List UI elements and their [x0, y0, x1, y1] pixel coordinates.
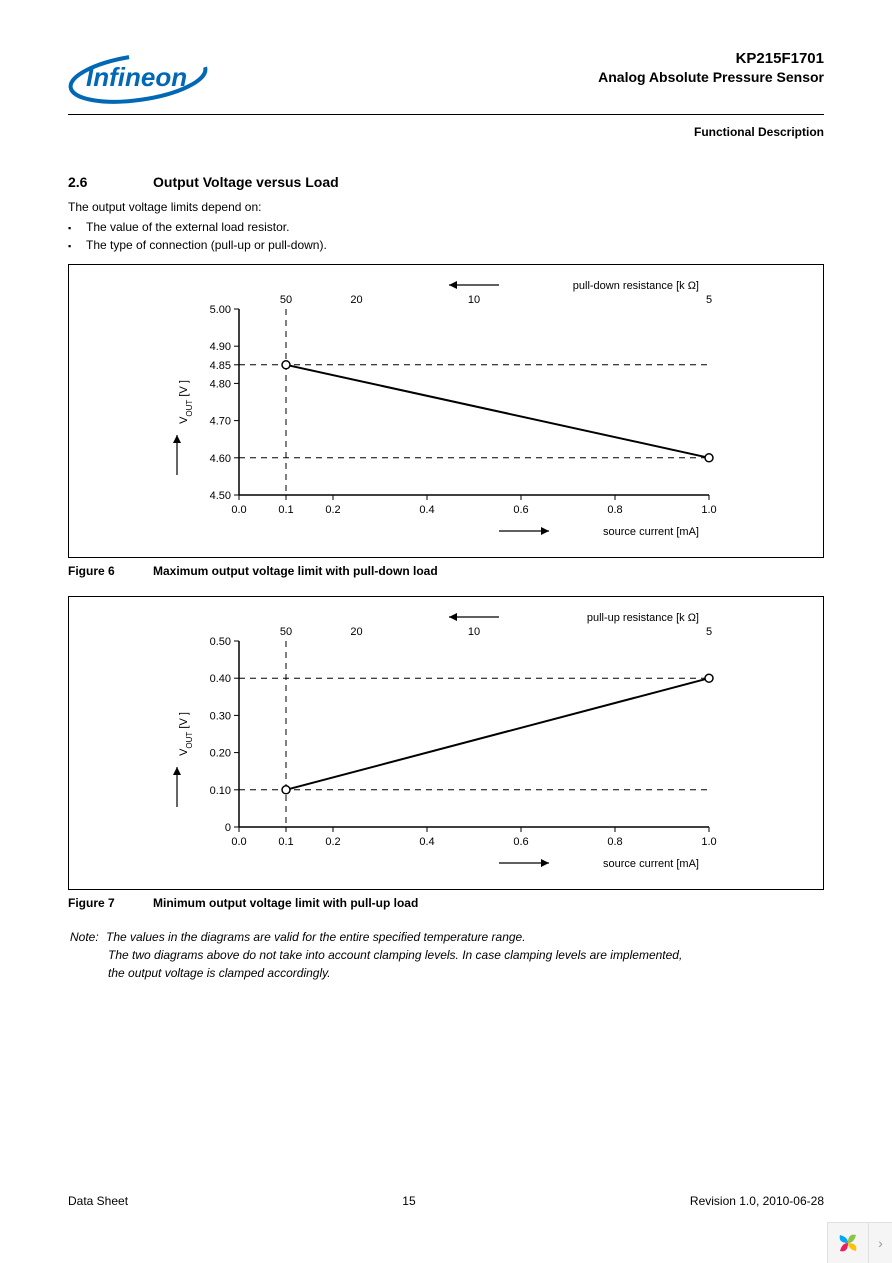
- intro-text: The output voltage limits depend on:: [68, 200, 824, 214]
- list-item: The value of the external load resistor.: [86, 220, 824, 234]
- figure-6-box: pull-down resistance [k Ω] 50 20 10 5 VOUT [V…: [68, 264, 824, 558]
- part-number: KP215F1701: [598, 50, 824, 67]
- svg-text:4.90: 4.90: [210, 341, 231, 353]
- svg-text:0.8: 0.8: [607, 836, 622, 848]
- figure-6-caption: Figure 6Maximum output voltage limit wit…: [68, 564, 824, 578]
- svg-text:pull-up resistance [k Ω]: pull-up resistance [k Ω]: [587, 612, 699, 624]
- svg-text:0.2: 0.2: [325, 504, 340, 516]
- svg-text:10: 10: [468, 626, 480, 638]
- svg-text:0.4: 0.4: [419, 504, 434, 516]
- figure-caption-text: Minimum output voltage limit with pull-u…: [153, 896, 418, 910]
- figure-7-caption: Figure 7Minimum output voltage limit wit…: [68, 896, 824, 910]
- svg-text:4.85: 4.85: [210, 360, 231, 372]
- svg-text:4.50: 4.50: [210, 490, 231, 502]
- footer-left: Data Sheet: [68, 1194, 128, 1208]
- bullet-list: The value of the external load resistor.…: [68, 220, 824, 252]
- svg-text:20: 20: [350, 294, 362, 306]
- chart-2: pull-up resistance [k Ω] 50 20 10 5 VOUT [V ]…: [169, 605, 813, 875]
- svg-text:20: 20: [350, 626, 362, 638]
- svg-text:pull-down resistance [k: pull-down resistance [k Ω]: [573, 280, 699, 292]
- svg-text:0.1: 0.1: [278, 504, 293, 516]
- svg-text:50: 50: [280, 626, 292, 638]
- svg-text:source current [mA]: source current [mA]: [603, 526, 699, 538]
- chevron-right-icon[interactable]: ›: [868, 1223, 892, 1263]
- svg-text:4.70: 4.70: [210, 416, 231, 428]
- footer-right: Revision 1.0, 2010-06-28: [690, 1194, 824, 1208]
- section-number: 2.6: [68, 174, 153, 190]
- figure-7-box: pull-up resistance [k Ω] 50 20 10 5 VOUT [V ]…: [68, 596, 824, 890]
- svg-text:source current [mA]: source current [mA]: [603, 858, 699, 870]
- svg-text:0.50: 0.50: [210, 636, 231, 648]
- svg-text:5: 5: [706, 626, 712, 638]
- svg-text:0.6: 0.6: [513, 836, 528, 848]
- note-line: The values in the diagrams are valid for…: [106, 930, 526, 944]
- svg-text:0.4: 0.4: [419, 836, 434, 848]
- svg-text:0.0: 0.0: [231, 836, 246, 848]
- svg-text:0.2: 0.2: [325, 836, 340, 848]
- svg-text:50: 50: [280, 294, 292, 306]
- svg-text:0: 0: [225, 822, 231, 834]
- svg-text:4.80: 4.80: [210, 378, 231, 390]
- svg-text:1.0: 1.0: [701, 836, 716, 848]
- svg-text:5.00: 5.00: [210, 304, 231, 316]
- header-rule: [68, 114, 824, 115]
- svg-text:0.10: 0.10: [210, 785, 231, 797]
- page-footer: Data Sheet 15 Revision 1.0, 2010-06-28: [68, 1194, 824, 1208]
- figure-number: Figure 6: [68, 564, 153, 578]
- svg-text:0.8: 0.8: [607, 504, 622, 516]
- note-block: Note:The values in the diagrams are vali…: [68, 928, 824, 982]
- chart-1: pull-down resistance [k Ω] 50 20 10 5 VOUT [V…: [169, 273, 813, 543]
- infineon-logo: Infineon: [68, 50, 248, 106]
- svg-text:5: 5: [706, 294, 712, 306]
- figure-caption-text: Maximum output voltage limit with pull-d…: [153, 564, 438, 578]
- svg-text:0.40: 0.40: [210, 673, 231, 685]
- figure-number: Figure 7: [68, 896, 153, 910]
- logo-text: Infineon: [86, 62, 187, 92]
- note-line: The two diagrams above do not take into …: [70, 946, 824, 964]
- pinwheel-icon[interactable]: [828, 1223, 868, 1263]
- section-label: Functional Description: [68, 125, 824, 139]
- svg-text:VOUT [V ]: VOUT [V ]: [178, 712, 194, 756]
- note-label: Note:: [70, 928, 106, 946]
- footer-center: 15: [402, 1194, 415, 1208]
- corner-widget[interactable]: ›: [827, 1222, 892, 1263]
- svg-text:0.30: 0.30: [210, 710, 231, 722]
- list-item: The type of connection (pull-up or pull-…: [86, 238, 824, 252]
- svg-text:4.60: 4.60: [210, 453, 231, 465]
- note-line: the output voltage is clamped accordingl…: [70, 964, 824, 982]
- section-title: Output Voltage versus Load: [153, 174, 339, 190]
- svg-text:0.0: 0.0: [231, 504, 246, 516]
- svg-text:1.0: 1.0: [701, 504, 716, 516]
- svg-text:0.1: 0.1: [278, 836, 293, 848]
- part-subtitle: Analog Absolute Pressure Sensor: [598, 69, 824, 85]
- svg-text:10: 10: [468, 294, 480, 306]
- svg-text:0.20: 0.20: [210, 748, 231, 760]
- section-heading: 2.6Output Voltage versus Load: [68, 174, 824, 190]
- svg-text:0.6: 0.6: [513, 504, 528, 516]
- svg-text:VOUT [V ]: VOUT [V ]: [178, 380, 194, 424]
- page-header: Infineon KP215F1701 Analog Absolute Pres…: [68, 50, 824, 106]
